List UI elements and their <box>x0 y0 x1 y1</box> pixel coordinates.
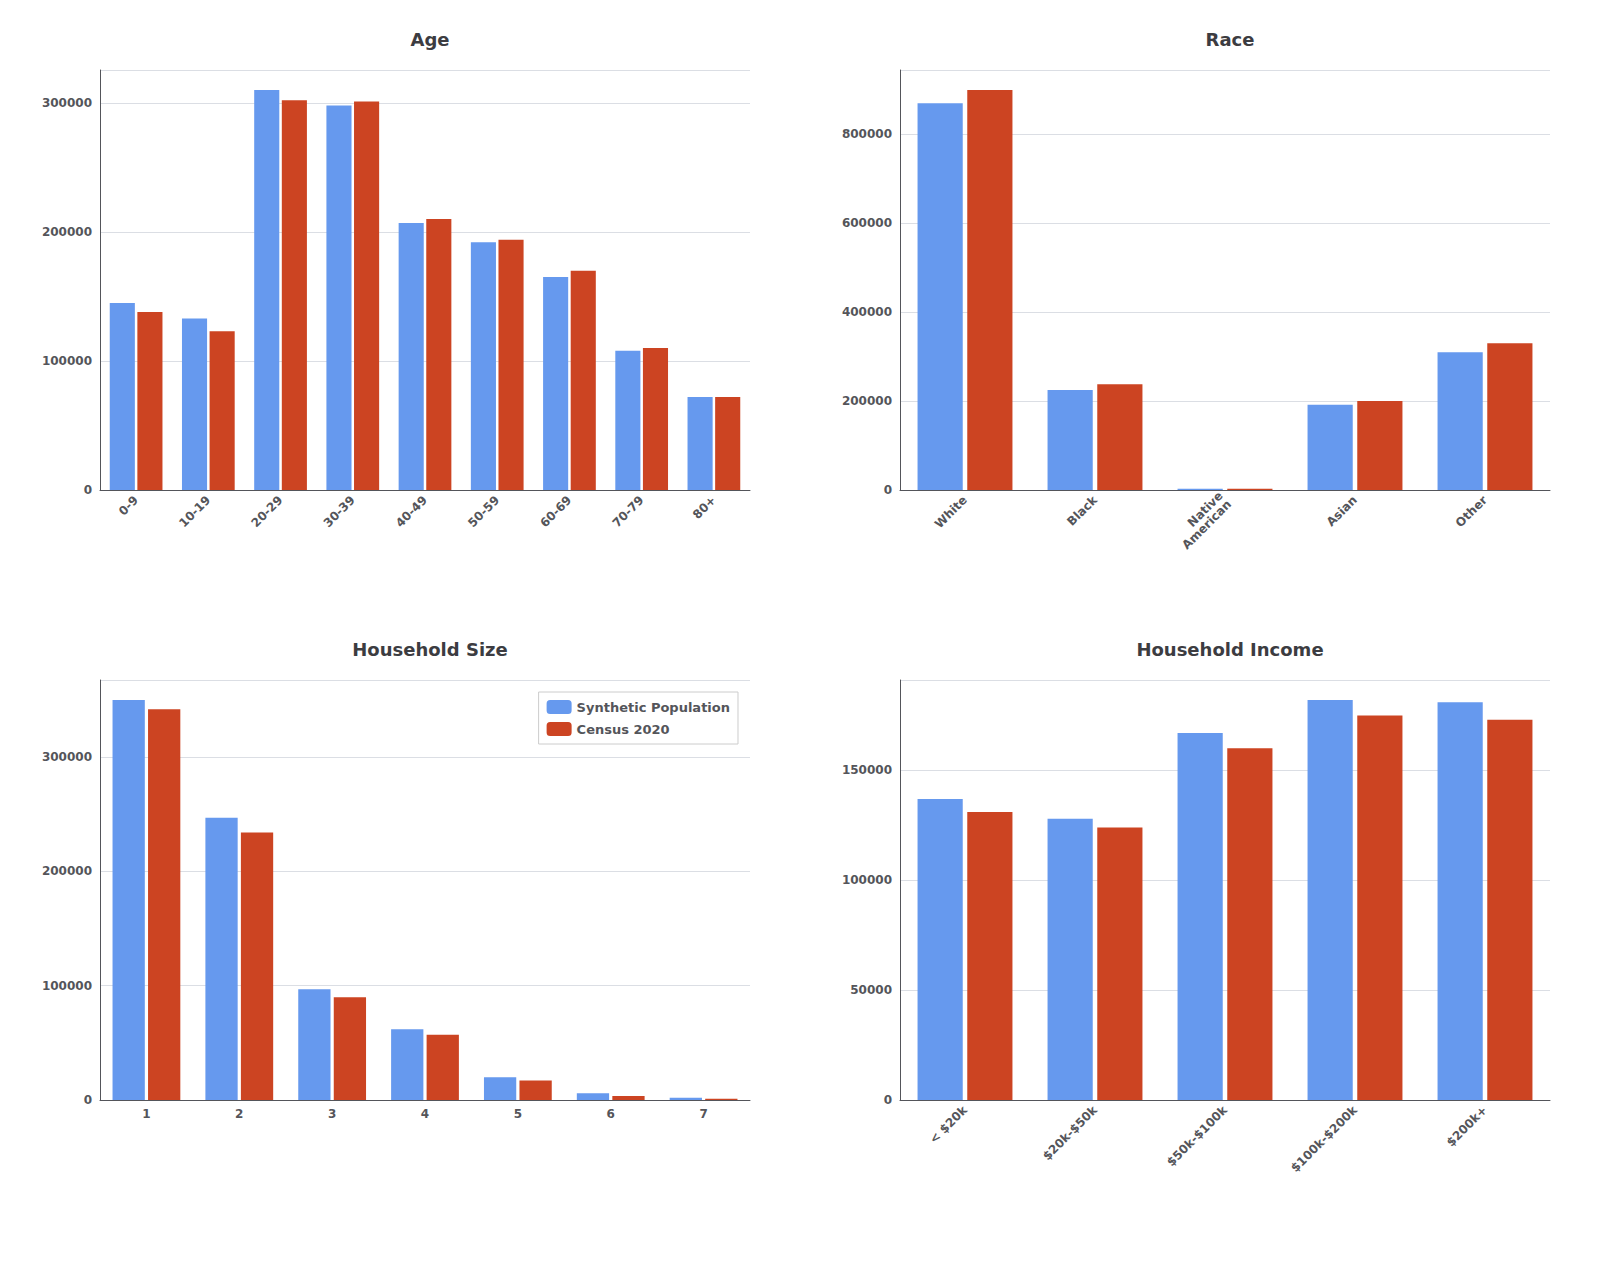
svg-text:American: American <box>1179 497 1234 552</box>
svg-text:30-39: 30-39 <box>321 493 358 530</box>
svg-text:0: 0 <box>884 483 892 497</box>
svg-text:Household Income: Household Income <box>1136 639 1323 660</box>
svg-text:100000: 100000 <box>42 354 92 368</box>
svg-text:300000: 300000 <box>42 96 92 110</box>
svg-text:600000: 600000 <box>842 216 892 230</box>
svg-text:0: 0 <box>884 1093 892 1107</box>
svg-text:6: 6 <box>607 1107 615 1121</box>
svg-text:0-9: 0-9 <box>116 493 141 518</box>
svg-text:40-49: 40-49 <box>393 493 430 530</box>
svg-text:80+: 80+ <box>690 493 719 522</box>
svg-text:< $20k: < $20k <box>927 1102 971 1146</box>
svg-text:$200k+: $200k+ <box>1444 1103 1490 1149</box>
svg-text:Other: Other <box>1453 493 1490 530</box>
svg-text:White: White <box>932 493 970 531</box>
svg-text:200000: 200000 <box>842 394 892 408</box>
svg-text:200000: 200000 <box>42 864 92 878</box>
svg-text:0: 0 <box>84 483 92 497</box>
svg-text:70-79: 70-79 <box>610 493 647 530</box>
svg-text:Age: Age <box>410 29 449 50</box>
svg-text:Synthetic Population: Synthetic Population <box>577 700 730 715</box>
svg-text:5: 5 <box>514 1107 522 1121</box>
svg-text:200000: 200000 <box>42 225 92 239</box>
svg-text:1: 1 <box>142 1107 150 1121</box>
svg-text:7: 7 <box>699 1107 707 1121</box>
svg-text:10-19: 10-19 <box>176 493 213 530</box>
svg-text:300000: 300000 <box>42 750 92 764</box>
svg-text:Black: Black <box>1064 492 1100 528</box>
svg-text:400000: 400000 <box>842 305 892 319</box>
svg-text:800000: 800000 <box>842 127 892 141</box>
svg-text:Household Size: Household Size <box>352 639 508 660</box>
svg-text:3: 3 <box>328 1107 336 1121</box>
svg-text:50000: 50000 <box>850 983 892 997</box>
svg-text:$20k-$50k: $20k-$50k <box>1040 1102 1101 1163</box>
svg-text:$100k-$200k: $100k-$200k <box>1288 1102 1361 1175</box>
svg-text:50-59: 50-59 <box>465 493 502 530</box>
svg-text:Asian: Asian <box>1324 493 1360 529</box>
svg-text:2: 2 <box>235 1107 243 1121</box>
svg-text:Census 2020: Census 2020 <box>577 722 670 737</box>
svg-text:$50k-$100k: $50k-$100k <box>1164 1102 1231 1169</box>
svg-text:Native: Native <box>1184 488 1226 530</box>
svg-text:100000: 100000 <box>42 979 92 993</box>
svg-text:20-29: 20-29 <box>248 493 285 530</box>
svg-text:60-69: 60-69 <box>537 493 574 530</box>
svg-text:4: 4 <box>421 1107 429 1121</box>
svg-text:100000: 100000 <box>842 873 892 887</box>
svg-text:Race: Race <box>1206 29 1255 50</box>
svg-text:0: 0 <box>84 1093 92 1107</box>
svg-text:150000: 150000 <box>842 763 892 777</box>
